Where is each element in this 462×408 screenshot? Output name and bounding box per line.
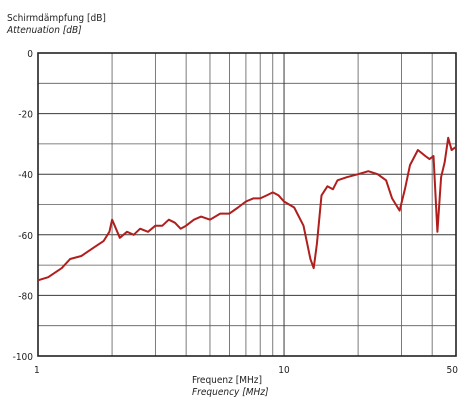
x-tick-label: 50 (447, 365, 459, 376)
attenuation-curve (37, 136, 457, 282)
y-tick-label: -40 (18, 170, 33, 181)
plot-grid (37, 52, 457, 357)
y-tick-label: -20 (18, 110, 33, 121)
chart-title-german: Schirmdämpfung [dB] (7, 13, 106, 24)
plot-frame (37, 52, 457, 357)
x-tick-label: 10 (278, 365, 290, 376)
x-tick-label: 1 (34, 365, 40, 376)
x-axis-ticks: 1 10 50 (34, 365, 458, 376)
y-tick-label: -100 (13, 352, 34, 363)
data-series-group (37, 136, 457, 282)
x-axis-label-german: Frequenz [MHz] (192, 375, 262, 386)
y-tick-label: 0 (27, 49, 33, 60)
x-axis-label-english: Frequency [MHz] (192, 387, 269, 398)
chart-title-english: Attenuation [dB] (6, 25, 82, 36)
y-tick-label: -60 (18, 231, 33, 242)
y-axis-ticks: 0 -20 -40 -60 -80 -100 (13, 49, 34, 363)
y-tick-label: -80 (18, 291, 33, 302)
